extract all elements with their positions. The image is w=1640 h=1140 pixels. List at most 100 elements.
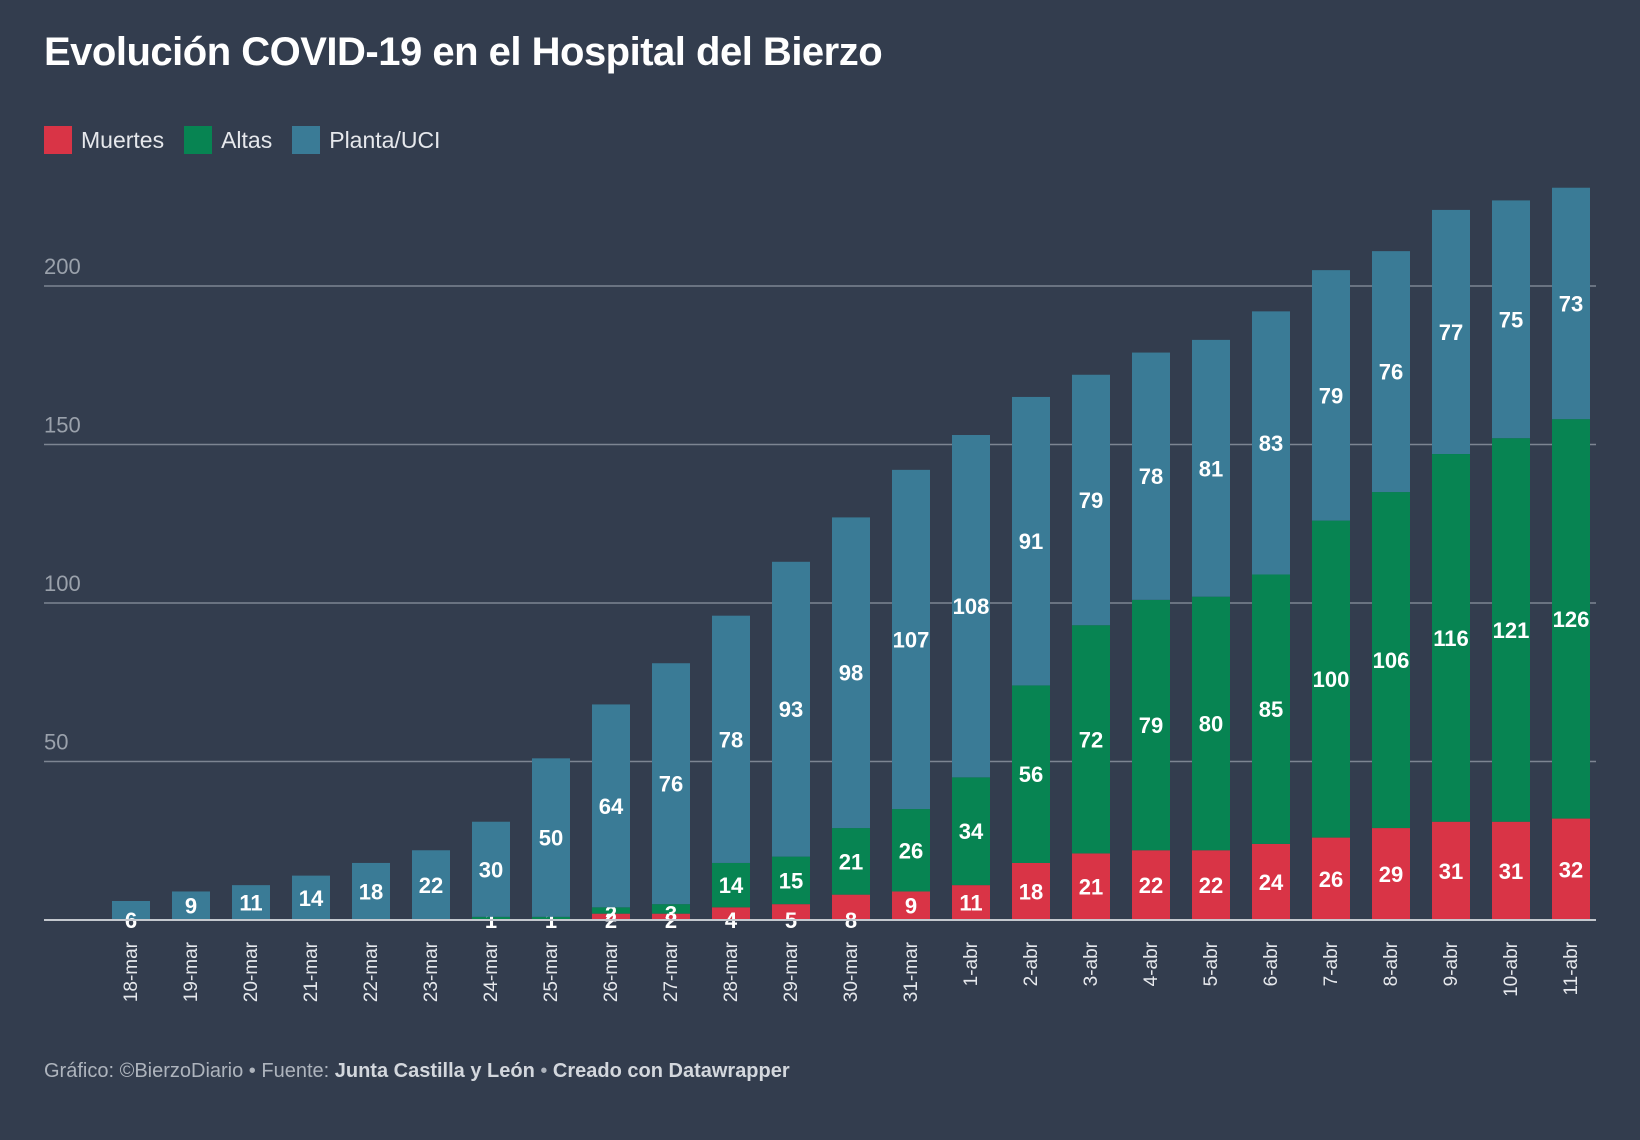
legend-swatch-muertes: [44, 126, 72, 154]
bar-segment-planta-uci-26-mar: [592, 704, 630, 908]
data-label: 81: [1199, 456, 1223, 481]
legend-item-altas: Altas: [184, 126, 272, 154]
bar-segment-altas-31-mar: [892, 809, 930, 892]
bar-segment-muertes-2-abr: [1012, 862, 1050, 920]
bar-segment-altas-2-abr: [1012, 685, 1050, 863]
data-label: 64: [599, 794, 624, 819]
bar-segment-planta-uci-9-abr: [1432, 209, 1470, 455]
x-tick-label-20-mar: 20-mar: [241, 941, 262, 1002]
bar-segment-muertes-8-abr: [1372, 828, 1410, 920]
bar-segment-planta-uci-18-mar: [112, 900, 150, 920]
data-label: 78: [1139, 464, 1163, 489]
bar-segment-altas-9-abr: [1432, 454, 1470, 822]
bar-segment-planta-uci-29-mar: [772, 561, 810, 857]
y-tick-label-200: 200: [44, 254, 81, 279]
footer-credit: Creado con Datawrapper: [552, 1060, 790, 1082]
bar-segment-planta-uci-8-abr: [1372, 251, 1410, 493]
x-tick-label-2-abr: 2-abr: [1021, 941, 1042, 986]
data-label: 98: [839, 661, 863, 686]
bar-segment-altas-7-abr: [1312, 520, 1350, 838]
x-tick-label-28-mar: 28-mar: [721, 941, 742, 1002]
data-label: 32: [1559, 857, 1583, 882]
data-label: 75: [1499, 307, 1523, 332]
bar-segment-altas-5-abr: [1192, 596, 1230, 851]
bar-segment-altas-3-abr: [1072, 625, 1110, 854]
data-label: 9: [905, 894, 917, 919]
data-label: 24: [1259, 870, 1284, 895]
bar-segment-muertes-9-abr: [1432, 821, 1470, 920]
data-label: 21: [839, 849, 863, 874]
bar-segment-planta-uci-24-mar: [472, 821, 510, 917]
data-label: 50: [539, 826, 563, 851]
data-label: 3: [665, 902, 677, 927]
x-tick-label-22-mar: 22-mar: [361, 941, 382, 1002]
bar-segment-altas-25-mar: [532, 916, 570, 920]
y-tick-label-150: 150: [44, 413, 81, 438]
bar-segment-muertes-1-abr: [952, 885, 990, 920]
legend-label-muertes: Muertes: [81, 126, 165, 153]
data-label: 76: [659, 772, 683, 797]
footer-prefix: Gráfico: ©BierzoDiario • Fuente:: [44, 1060, 335, 1082]
y-tick-label-100: 100: [44, 571, 81, 596]
bar-segment-altas-1-abr: [952, 777, 990, 886]
footer-source: Junta Castilla y León: [334, 1060, 535, 1082]
x-tick-label-1-abr: 1-abr: [961, 941, 982, 986]
data-label: 31: [1439, 859, 1463, 884]
data-label: 107: [893, 627, 930, 652]
data-label: 22: [419, 873, 443, 898]
bar-segment-muertes-30-mar: [832, 894, 870, 920]
x-tick-label-25-mar: 25-mar: [541, 941, 562, 1002]
bar-segment-planta-uci-4-abr: [1132, 352, 1170, 600]
bar-segment-muertes-31-mar: [892, 891, 930, 920]
data-label: 72: [1079, 727, 1103, 752]
bar-segment-altas-6-abr: [1252, 574, 1290, 844]
bar-segment-planta-uci-22-mar: [352, 862, 390, 920]
x-tick-label-8-abr: 8-abr: [1381, 941, 1402, 986]
x-tick-label-10-abr: 10-abr: [1501, 941, 1522, 997]
bar-segment-muertes-5-abr: [1192, 850, 1230, 920]
x-tick-label-24-mar: 24-mar: [481, 941, 502, 1002]
data-label: 26: [899, 838, 923, 863]
bar-segment-planta-uci-28-mar: [712, 615, 750, 863]
bar-segment-planta-uci-7-abr: [1312, 270, 1350, 521]
x-tick-label-27-mar: 27-mar: [661, 941, 682, 1002]
chart-title: Evolución COVID-19 en el Hospital del Bi…: [44, 30, 883, 74]
bar-segment-muertes-10-abr: [1492, 821, 1530, 920]
bar-segment-muertes-27-mar: [652, 913, 690, 920]
bar-segment-planta-uci-30-mar: [832, 517, 870, 829]
x-tick-label-29-mar: 29-mar: [781, 941, 802, 1002]
bar-segment-altas-26-mar: [592, 907, 630, 914]
bar-segment-altas-10-abr: [1492, 438, 1530, 822]
bar-segment-planta-uci-3-abr: [1072, 374, 1110, 626]
bar-segment-altas-28-mar: [712, 862, 750, 908]
legend-label-altas: Altas: [221, 126, 273, 153]
data-label: 56: [1019, 762, 1043, 787]
x-tick-label-11-abr: 11-abr: [1561, 941, 1582, 995]
data-label: 18: [359, 879, 383, 904]
data-label: 83: [1259, 431, 1283, 456]
bar-segment-altas-30-mar: [832, 828, 870, 895]
x-tick-label-19-mar: 19-mar: [181, 941, 202, 1002]
bar-segment-muertes-6-abr: [1252, 843, 1290, 920]
data-label: 73: [1559, 291, 1583, 316]
data-label: 29: [1379, 862, 1403, 887]
bar-segment-muertes-26-mar: [592, 913, 630, 920]
bar-segment-altas-27-mar: [652, 904, 690, 914]
data-label: 108: [953, 594, 990, 619]
bar-segment-altas-8-abr: [1372, 492, 1410, 829]
data-label: 85: [1259, 697, 1283, 722]
data-label: 15: [779, 868, 803, 893]
y-tick-label-50: 50: [44, 730, 68, 755]
data-label: 22: [1199, 873, 1223, 898]
x-tick-label-7-abr: 7-abr: [1321, 941, 1342, 986]
bar-segment-planta-uci-1-abr: [952, 434, 990, 778]
bar-segment-planta-uci-21-mar: [292, 875, 330, 920]
x-tick-label-6-abr: 6-abr: [1261, 941, 1282, 986]
data-label: 93: [779, 697, 803, 722]
data-label: 76: [1379, 360, 1403, 385]
data-label: 79: [1139, 713, 1163, 738]
x-tick-label-18-mar: 18-mar: [121, 941, 142, 1002]
data-label: 79: [1319, 383, 1343, 408]
data-label: 91: [1019, 529, 1043, 554]
bar-segment-planta-uci-11-abr: [1552, 187, 1590, 420]
